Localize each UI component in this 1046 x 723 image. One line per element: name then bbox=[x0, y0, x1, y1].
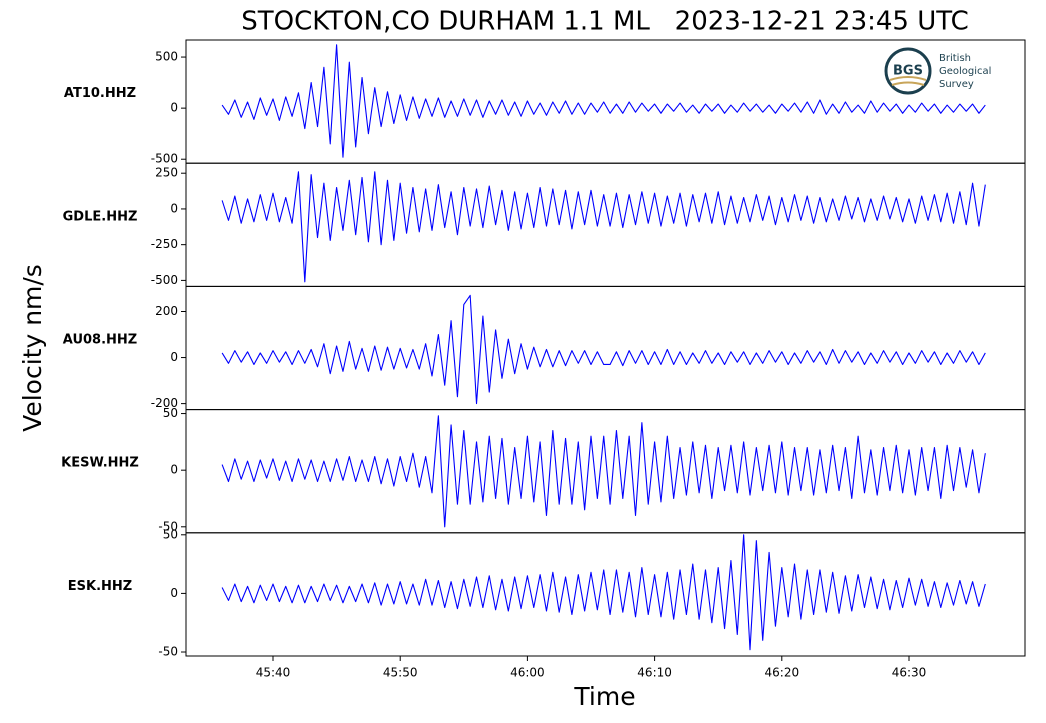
x-axis-label: Time bbox=[573, 682, 635, 711]
y-tick-label: 250 bbox=[155, 166, 178, 180]
panel-plot bbox=[221, 294, 986, 405]
y-tick-label: -50 bbox=[158, 519, 178, 533]
y-tick-label: 50 bbox=[163, 527, 178, 541]
x-tick-label: 46:10 bbox=[637, 666, 672, 680]
logo-mark: BGS bbox=[893, 64, 923, 79]
station-label: GDLE.HHZ bbox=[63, 209, 138, 224]
waveform bbox=[221, 415, 986, 528]
station-label: ESK.HHZ bbox=[68, 579, 132, 594]
station-label: AU08.HHZ bbox=[63, 333, 137, 348]
x-tick-label: 45:40 bbox=[256, 666, 291, 680]
y-tick-label: 0 bbox=[170, 463, 178, 477]
y-axis-label: Velocity nm/s bbox=[18, 264, 47, 432]
y-tick-label: 500 bbox=[155, 50, 178, 64]
panel-plot bbox=[221, 534, 986, 651]
y-tick-label: 0 bbox=[170, 101, 178, 115]
waveform bbox=[221, 171, 986, 283]
y-tick-label: -500 bbox=[151, 273, 178, 287]
y-tick-label: 0 bbox=[170, 586, 178, 600]
y-tick-label: -250 bbox=[151, 237, 178, 251]
station-label: AT10.HHZ bbox=[64, 86, 136, 101]
logo-ring bbox=[884, 47, 932, 95]
panel-frame bbox=[185, 532, 1026, 657]
logo-text: Geological bbox=[939, 66, 991, 77]
y-tick-label: 200 bbox=[155, 304, 178, 318]
y-tick-label: -200 bbox=[151, 396, 178, 410]
logo-text: Survey bbox=[939, 79, 974, 90]
waveform bbox=[221, 534, 986, 651]
logo: BGS British Geological Survey bbox=[884, 47, 991, 95]
y-tick-label: -500 bbox=[151, 152, 178, 166]
x-tick-label: 45:50 bbox=[383, 666, 418, 680]
x-tick-label: 46:30 bbox=[892, 666, 927, 680]
station-label: KESW.HHZ bbox=[61, 456, 139, 471]
y-tick-label: 50 bbox=[163, 406, 178, 420]
x-tick-label: 46:20 bbox=[765, 666, 800, 680]
waveform bbox=[221, 44, 986, 158]
panel-plot bbox=[221, 44, 986, 158]
x-tick-label: 46:00 bbox=[510, 666, 545, 680]
logo-wave bbox=[891, 81, 925, 86]
chart-title: STOCKTON,CO DURHAM 1.1 ML 2023-12-21 23:… bbox=[241, 7, 969, 37]
y-tick-label: 0 bbox=[170, 350, 178, 364]
logo-text: British bbox=[939, 53, 971, 64]
waveform bbox=[221, 294, 986, 405]
panel-plot bbox=[221, 415, 986, 528]
panel-plot bbox=[221, 171, 986, 283]
y-tick-label: 0 bbox=[170, 201, 178, 215]
y-tick-label: -50 bbox=[158, 645, 178, 659]
logo-wave bbox=[889, 76, 927, 81]
